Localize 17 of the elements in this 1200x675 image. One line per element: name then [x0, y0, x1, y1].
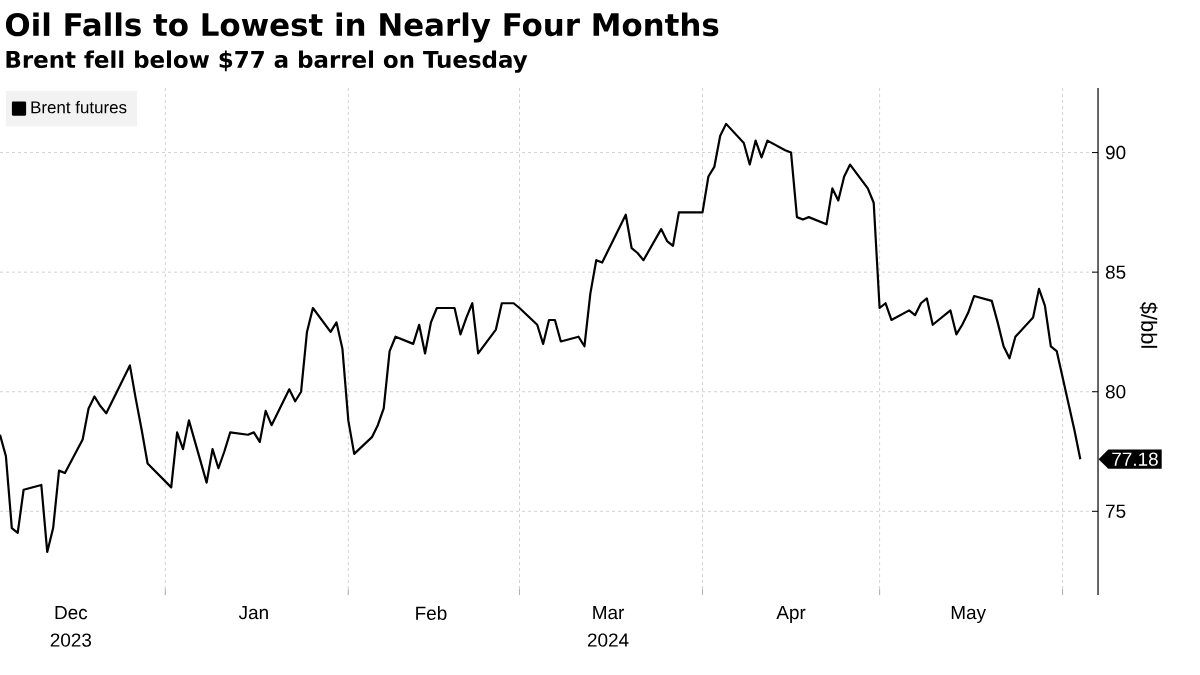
y-tick-label: 75 [1106, 504, 1126, 518]
y-tick-label: 85 [1105, 265, 1126, 279]
x-tick-label: Dec [55, 606, 88, 620]
text: 2023 [50, 633, 92, 647]
y-axis-title: $/bbl [1139, 301, 1158, 348]
x-tick-label: Apr [776, 606, 806, 623]
data-label: 77.18 [1112, 452, 1158, 466]
chart-title: Oil Falls to Lowest in Nearly Four Months [5, 12, 719, 43]
chart-subtitle: Brent fell below $77 a barrel on Tuesday [6, 50, 528, 73]
x-tick-label: May [951, 606, 986, 623]
legend-label: Brent futures [31, 100, 127, 114]
x-tick-label: Mar [593, 606, 625, 620]
x-tick-label: Feb [416, 606, 447, 620]
y-tick-label: 80 [1105, 385, 1126, 399]
x-tick-label: Jan [238, 606, 268, 620]
y-tick-label: 90 [1105, 145, 1126, 160]
text: 2024 [587, 633, 629, 647]
